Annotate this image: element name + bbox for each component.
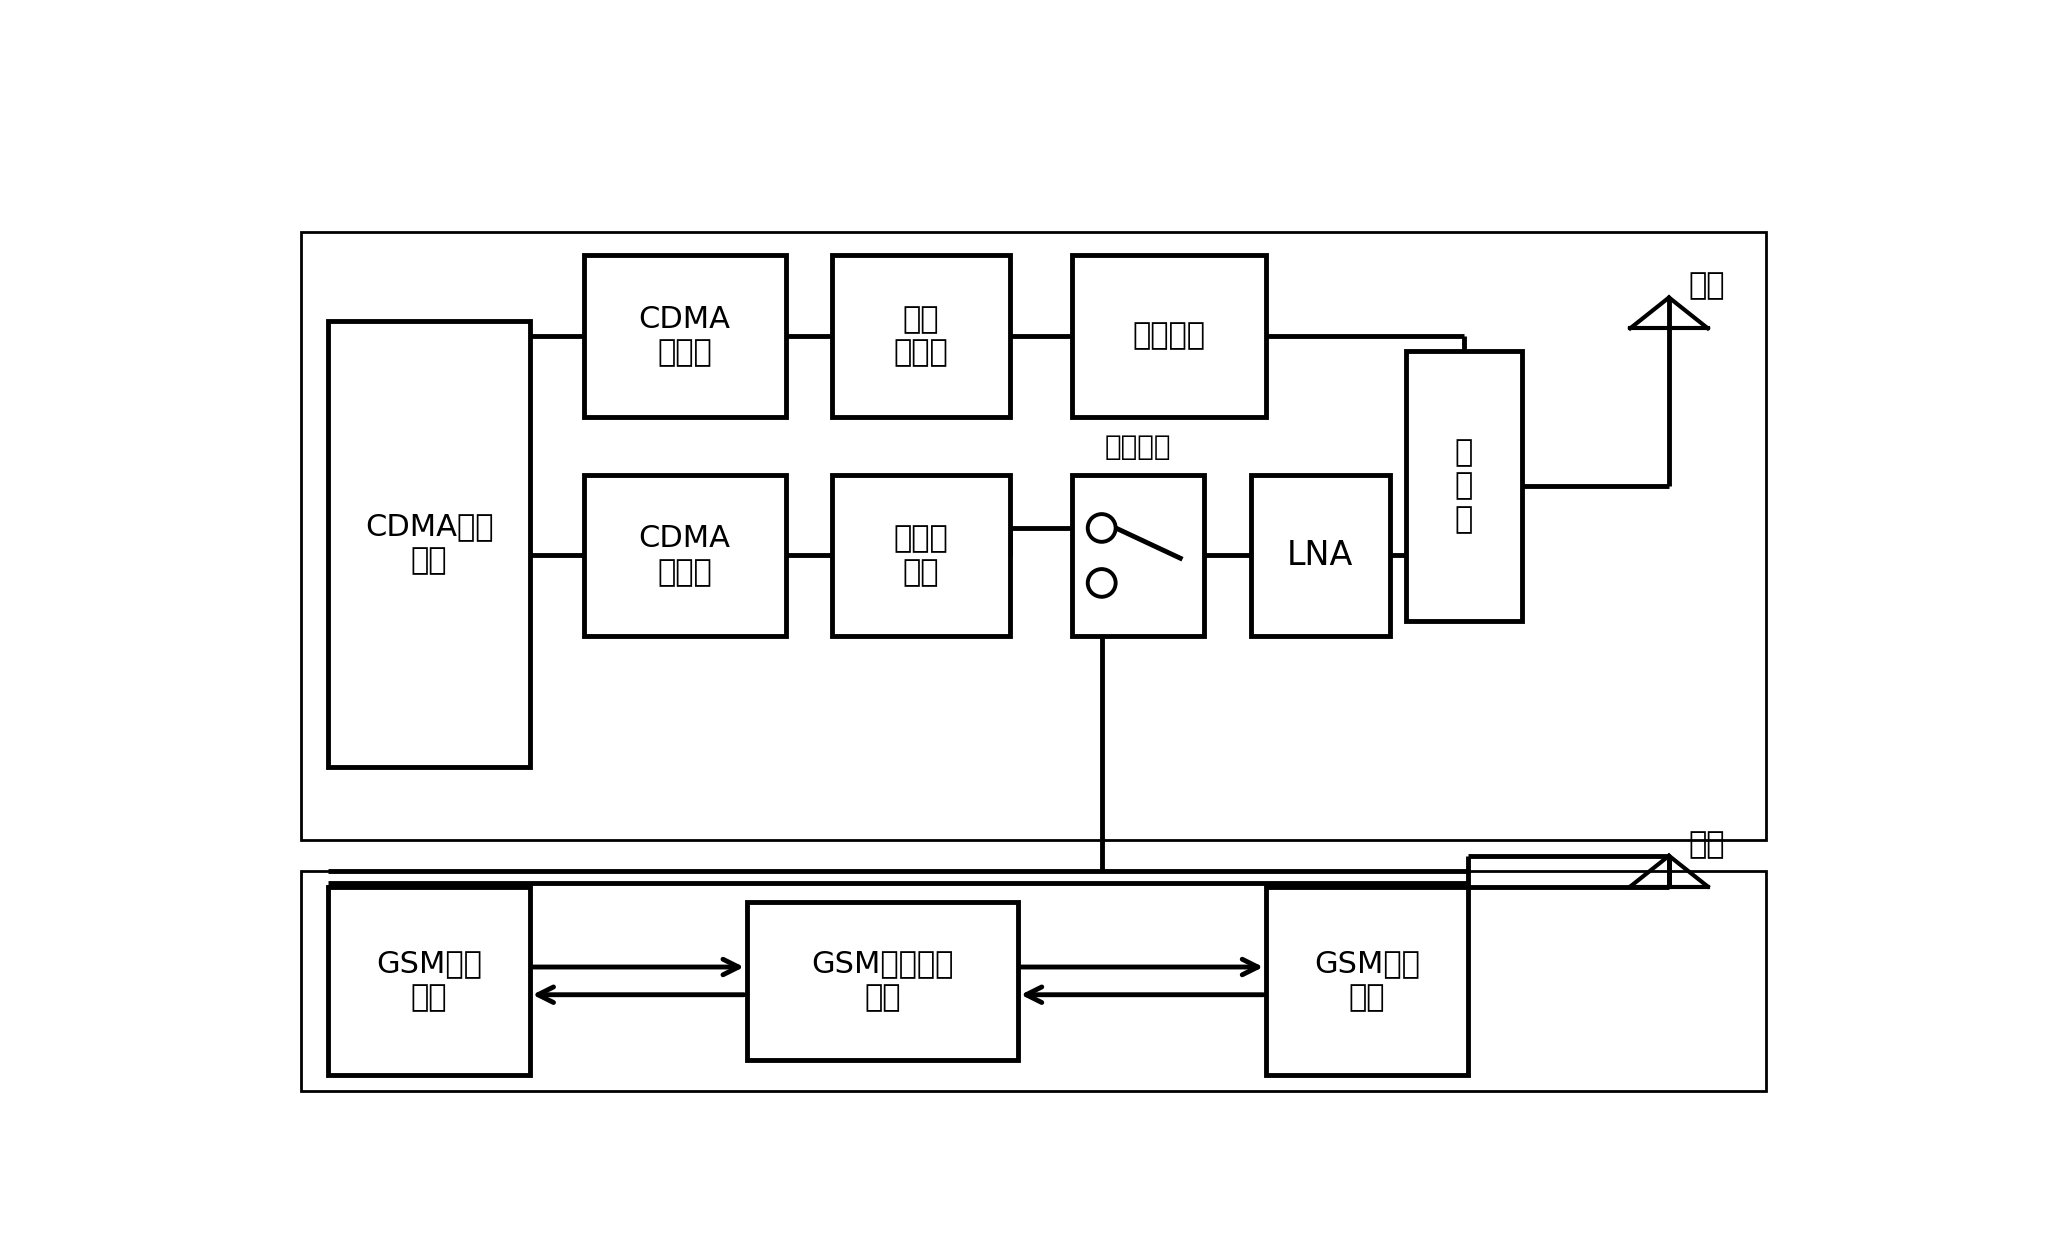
Bar [302, 232, 1766, 840]
Text: 射频功放: 射频功放 [1133, 321, 1206, 350]
Bar [1251, 475, 1390, 636]
Bar [329, 887, 529, 1075]
Circle shape [1088, 514, 1115, 542]
Bar [1406, 352, 1522, 621]
Text: GSM射频收发
电路: GSM射频收发 电路 [811, 950, 953, 1012]
Bar [1071, 256, 1266, 417]
Text: 射频开关: 射频开关 [1104, 432, 1170, 461]
Bar [583, 475, 786, 636]
Bar [1071, 475, 1204, 636]
Bar [831, 475, 1011, 636]
Text: 接收滤
波器: 接收滤 波器 [893, 524, 949, 587]
Text: GSM基带
芯片: GSM基带 芯片 [376, 950, 482, 1012]
Text: 发射
滤波器: 发射 滤波器 [893, 305, 949, 368]
Text: 天线: 天线 [1687, 271, 1725, 300]
Text: 天线: 天线 [1687, 829, 1725, 859]
Text: CDMA基带
芯片: CDMA基带 芯片 [364, 513, 494, 576]
Text: 双
工
器: 双 工 器 [1454, 438, 1472, 534]
Bar [1266, 887, 1468, 1075]
Circle shape [1088, 570, 1115, 597]
Text: CDMA
发射机: CDMA 发射机 [639, 305, 730, 368]
Text: GSM射频
前端: GSM射频 前端 [1313, 950, 1421, 1012]
Text: CDMA
接收机: CDMA 接收机 [639, 524, 730, 587]
Bar [583, 256, 786, 417]
Bar [302, 871, 1766, 1091]
Text: LNA: LNA [1286, 539, 1352, 572]
Bar [747, 902, 1017, 1060]
Bar [831, 256, 1011, 417]
Bar [329, 320, 529, 767]
